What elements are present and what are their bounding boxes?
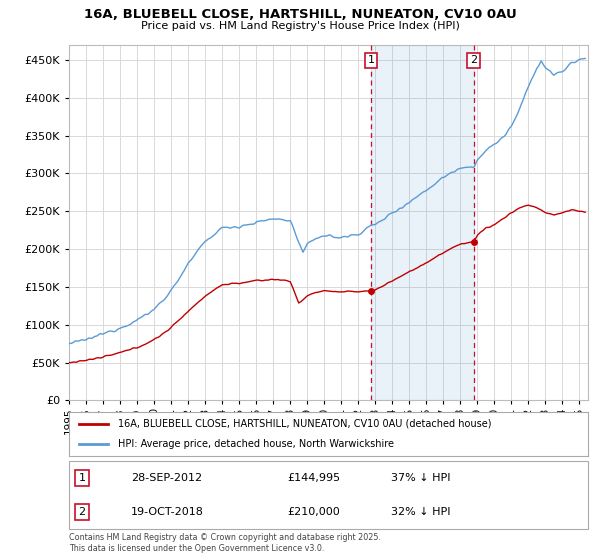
Text: 1: 1: [368, 55, 374, 66]
Text: 1: 1: [79, 473, 85, 483]
Bar: [371, 45, 474, 400]
Text: 37% ↓ HPI: 37% ↓ HPI: [391, 473, 450, 483]
Text: £210,000: £210,000: [287, 507, 340, 517]
Text: Contains HM Land Registry data © Crown copyright and database right 2025.
This d: Contains HM Land Registry data © Crown c…: [69, 533, 381, 553]
Text: 32% ↓ HPI: 32% ↓ HPI: [391, 507, 450, 517]
Text: 28-SEP-2012: 28-SEP-2012: [131, 473, 202, 483]
Text: 16A, BLUEBELL CLOSE, HARTSHILL, NUNEATON, CV10 0AU: 16A, BLUEBELL CLOSE, HARTSHILL, NUNEATON…: [83, 8, 517, 21]
Text: 19-OCT-2018: 19-OCT-2018: [131, 507, 204, 517]
Text: 2: 2: [79, 507, 86, 517]
Text: HPI: Average price, detached house, North Warwickshire: HPI: Average price, detached house, Nort…: [118, 439, 394, 449]
Text: Price paid vs. HM Land Registry's House Price Index (HPI): Price paid vs. HM Land Registry's House …: [140, 21, 460, 31]
Text: 16A, BLUEBELL CLOSE, HARTSHILL, NUNEATON, CV10 0AU (detached house): 16A, BLUEBELL CLOSE, HARTSHILL, NUNEATON…: [118, 419, 492, 429]
Text: 2: 2: [470, 55, 478, 66]
Text: £144,995: £144,995: [287, 473, 340, 483]
